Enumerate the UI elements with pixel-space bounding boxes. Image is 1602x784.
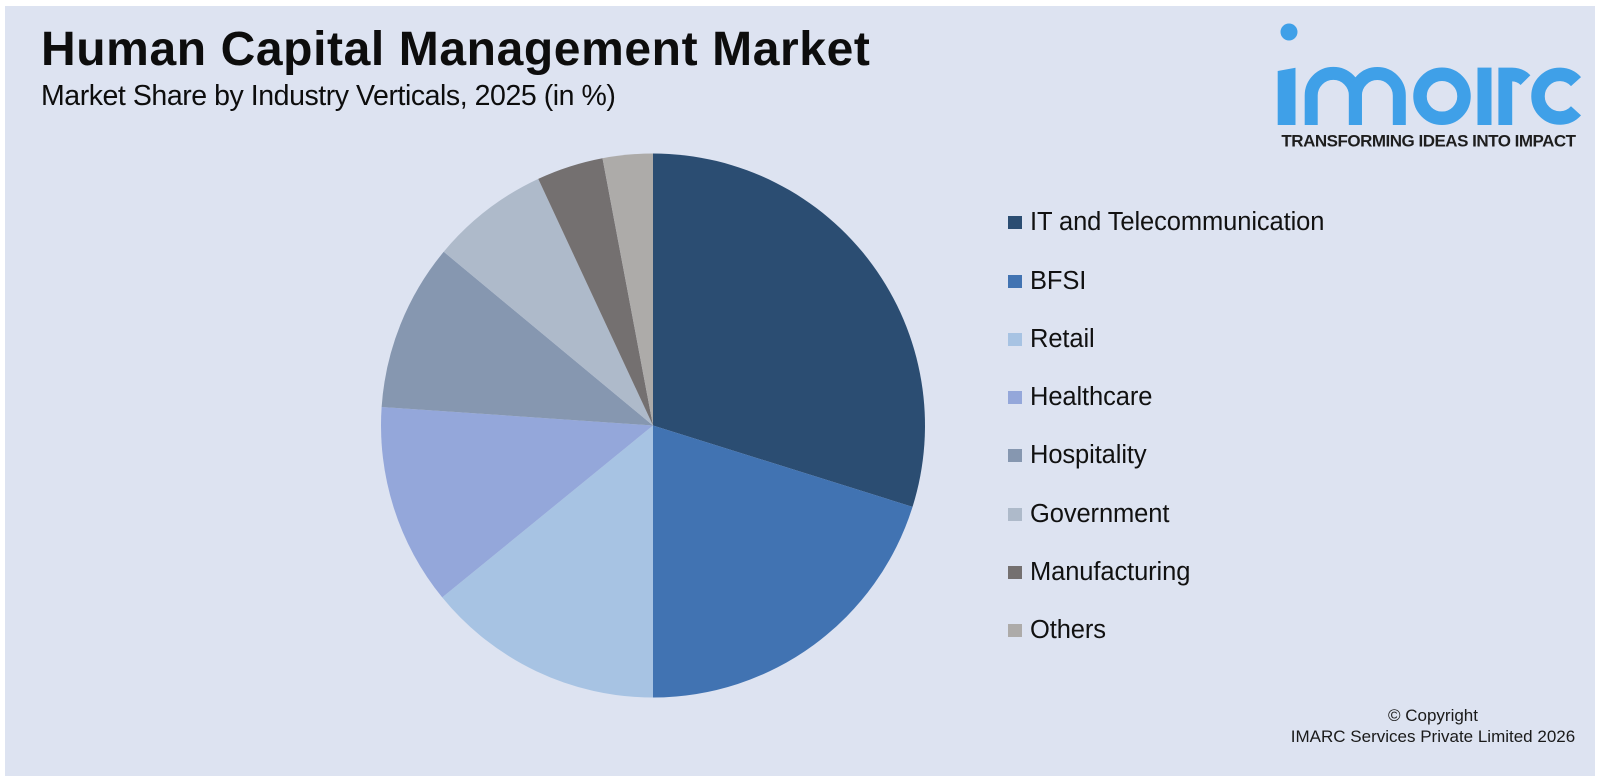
svg-text:TRANSFORMING IDEAS INTO IMPACT: TRANSFORMING IDEAS INTO IMPACT	[1281, 132, 1576, 151]
